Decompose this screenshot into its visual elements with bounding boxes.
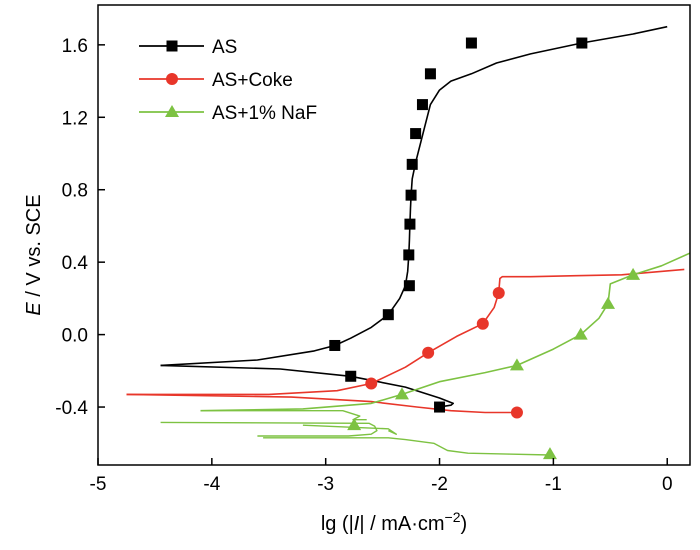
legend-label-as-coke: AS+Coke	[212, 70, 293, 91]
marker-as	[345, 370, 357, 382]
legend: AS AS+Coke AS+1% NaF	[139, 37, 317, 124]
marker-as-1-naf	[573, 327, 588, 340]
x-tick-label: -3	[317, 474, 334, 495]
marker-as-coke	[365, 377, 378, 390]
marker-as	[410, 128, 422, 140]
y-tick-label: -0.4	[55, 398, 88, 419]
y-axis-ticks: -0.4 0.0 0.4 0.8 1.2 1.6	[55, 36, 105, 419]
naf-noise-trace	[302, 424, 397, 435]
y-tick-label: 0.4	[62, 253, 89, 274]
legend-marker-as-1-naf	[165, 105, 179, 117]
marker-as	[434, 401, 446, 413]
y-axis-label: E / V vs. SCE	[23, 194, 45, 315]
marker-as	[424, 68, 436, 80]
marker-as-coke	[492, 286, 505, 299]
marker-as	[465, 37, 477, 49]
y-tick-label: 0.0	[62, 326, 88, 347]
marker-as-coke	[476, 317, 489, 330]
series-branch-as-coke	[126, 393, 517, 414]
x-tick-label: -4	[203, 474, 220, 495]
x-tick-label: -1	[545, 474, 562, 495]
marker-as	[329, 339, 341, 351]
series-line-as	[160, 25, 668, 367]
marker-as-coke	[422, 346, 435, 359]
marker-as	[382, 309, 394, 321]
x-tick-label: -2	[431, 474, 448, 495]
x-tick-label: -5	[90, 474, 107, 495]
series-branch-as	[160, 364, 455, 408]
marker-as	[576, 37, 588, 49]
marker-as	[406, 158, 418, 170]
marker-as	[416, 99, 428, 111]
legend-marker-as-coke	[166, 73, 178, 85]
naf-noise-trace	[160, 421, 378, 437]
marker-as-1-naf	[626, 267, 641, 280]
x-tick-label: 0	[662, 474, 673, 495]
marker-as-1-naf	[601, 296, 616, 309]
legend-marker-as	[166, 40, 178, 52]
series-line-as-1-naf	[200, 252, 691, 412]
marker-as	[403, 280, 415, 292]
legend-label-as-1-naf: AS+1% NaF	[212, 103, 317, 124]
x-axis-label: lg (|I| / mA·cm−2)	[321, 509, 467, 535]
marker-as-1-naf	[509, 358, 524, 371]
plot-markers	[329, 37, 641, 460]
marker-as-1-naf	[347, 418, 362, 431]
marker-as	[405, 189, 417, 201]
y-tick-label: 0.8	[62, 181, 88, 202]
marker-as-1-naf	[542, 447, 557, 460]
marker-as-coke	[510, 406, 523, 419]
legend-label-as: AS	[212, 37, 237, 58]
plot-frame	[97, 4, 691, 466]
naf-noise-trace	[200, 410, 367, 421]
y-tick-label: 1.2	[62, 108, 88, 129]
x-axis-ticks: -5 -4 -3 -2 -1 0	[90, 458, 673, 495]
series-line-as-coke	[126, 268, 685, 396]
plot-lines	[126, 25, 691, 456]
marker-as	[403, 249, 415, 261]
marker-as-1-naf	[394, 387, 409, 400]
marker-as	[404, 218, 416, 230]
y-tick-label: 1.6	[62, 36, 88, 57]
naf-noise-trace	[263, 437, 551, 456]
